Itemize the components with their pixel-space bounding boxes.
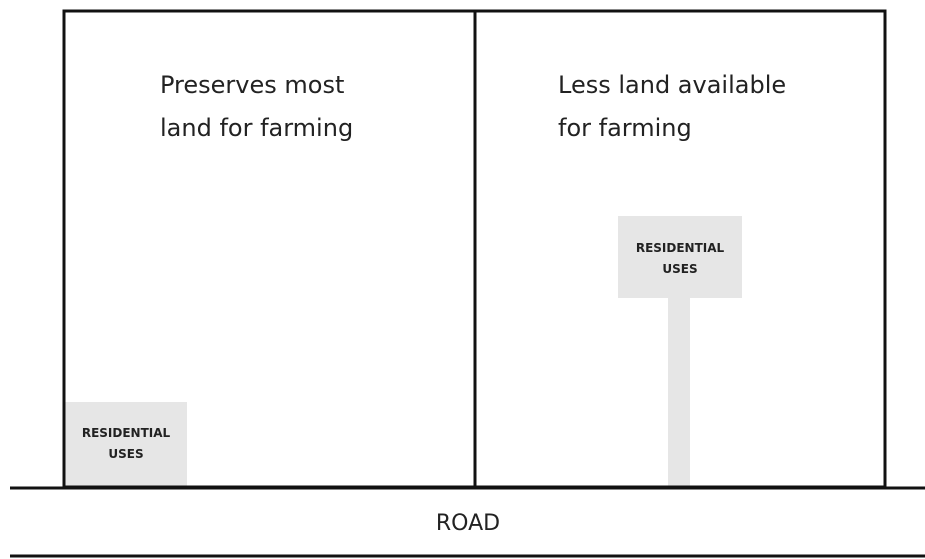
residential-label: RESIDENTIAL <box>636 241 725 255</box>
residential-label: USES <box>662 262 697 276</box>
caption-line: Less land available <box>558 71 786 99</box>
residential-block <box>618 216 742 298</box>
road-label: ROAD <box>436 511 500 536</box>
residential-block <box>65 402 187 486</box>
residential-label: USES <box>108 447 143 461</box>
caption-line: Preserves most <box>160 71 344 99</box>
driveway <box>668 298 690 486</box>
caption-line: land for farming <box>160 114 353 142</box>
caption-line: for farming <box>558 114 692 142</box>
residential-label: RESIDENTIAL <box>82 426 171 440</box>
